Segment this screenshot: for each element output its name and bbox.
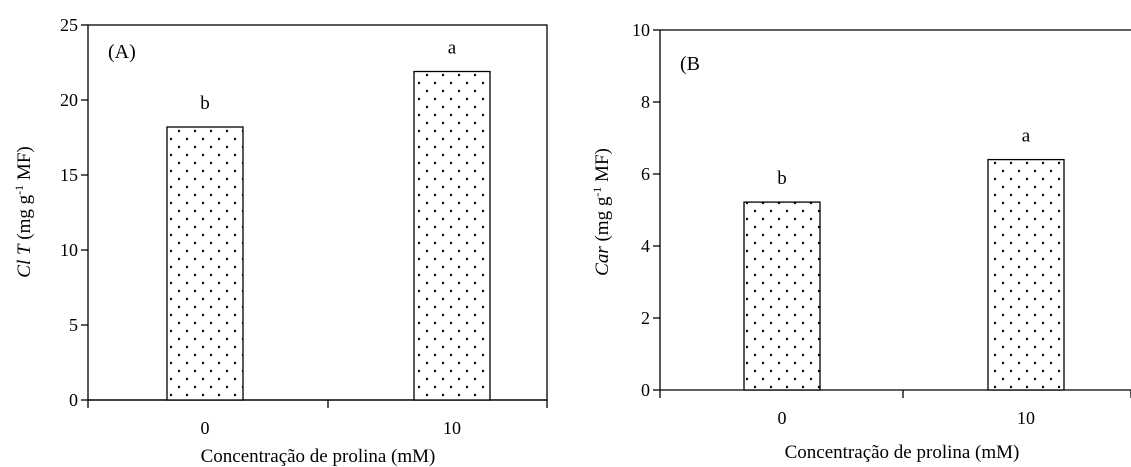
chart-a-y-tick-label: 10 bbox=[60, 240, 78, 260]
chart-a-y-tick-label: 15 bbox=[60, 165, 78, 185]
chart-b-y-tick-label: 2 bbox=[641, 308, 650, 328]
chart-b-bar-0 bbox=[743, 201, 821, 391]
chart-a-y-tick-label: 0 bbox=[69, 390, 78, 410]
chart-a-bar-letter: b bbox=[200, 93, 210, 114]
chart-a-x-tick-label: 10 bbox=[443, 418, 461, 438]
chart-a-data-labels: ba bbox=[200, 38, 457, 115]
chart-a-panel-label: (A) bbox=[108, 41, 136, 63]
chart-b-y-tick-label: 4 bbox=[641, 236, 650, 256]
chart-a-y-ticks: 0 5 10 15 20 25 bbox=[60, 15, 88, 410]
chart-b-y-axis-title: Car (mg g-1 MF) bbox=[590, 148, 613, 276]
chart-a-x-tick-label: 0 bbox=[201, 418, 210, 438]
chart-b-y-ticks: 0 2 4 6 8 10 bbox=[632, 20, 660, 400]
chart-b-bar-10 bbox=[987, 158, 1065, 391]
chart-b-x-tick-label: 0 bbox=[778, 408, 787, 428]
chart-a-bar-10 bbox=[413, 70, 491, 401]
chart-b-panel-label: (B bbox=[680, 53, 700, 75]
chart-b-x-ticks: 0 10 bbox=[659, 390, 1131, 428]
chart-b-y-tick-label: 6 bbox=[641, 164, 650, 184]
chart-a-bars bbox=[166, 70, 491, 401]
chart-a-y-tick-label: 25 bbox=[60, 15, 78, 35]
chart-a-y-tick-label: 5 bbox=[69, 315, 78, 335]
chart-b-y-tick-label: 10 bbox=[632, 20, 650, 40]
chart-a-y-tick-label: 20 bbox=[60, 90, 78, 110]
chart-b-bar-letter: a bbox=[1022, 126, 1031, 147]
chart-a-y-axis-title: Cl T (mg g-1 MF) bbox=[12, 146, 35, 277]
chart-a-x-axis-title: Concentração de prolina (mM) bbox=[201, 446, 436, 467]
chart-b-bars bbox=[743, 158, 1065, 391]
chart-b-x-tick-label: 10 bbox=[1017, 408, 1035, 428]
chart-b-y-tick-label: 8 bbox=[641, 92, 650, 112]
chart-a-bar-0 bbox=[166, 126, 244, 401]
chart-b-data-labels: ba bbox=[777, 126, 1031, 189]
chart-b-y-tick-label: 0 bbox=[641, 380, 650, 400]
chart-b-x-axis-title: Concentração de prolina (mM) bbox=[785, 442, 1020, 463]
chart-a-x-ticks: 0 10 bbox=[87, 400, 548, 438]
chart-b-bar-letter: b bbox=[777, 168, 787, 189]
chart-a-bar-letter: a bbox=[448, 38, 457, 59]
